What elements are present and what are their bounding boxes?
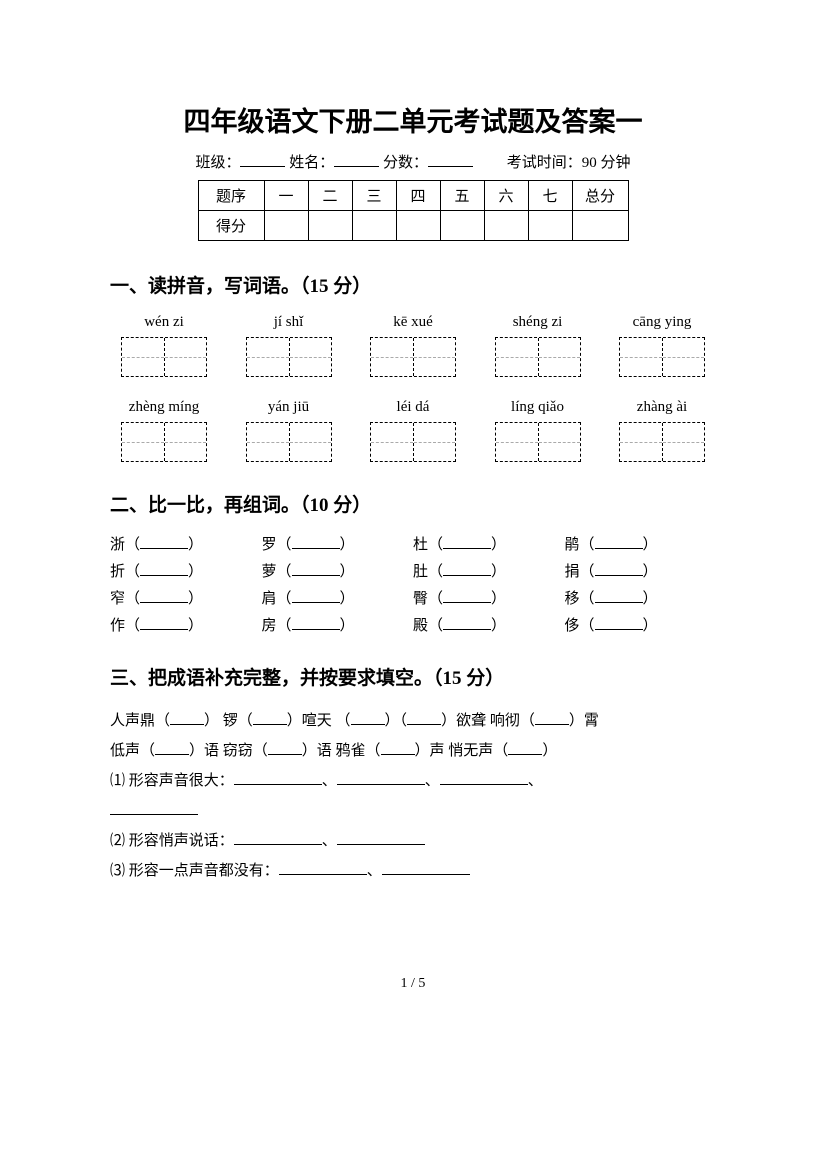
score-cell <box>352 211 396 241</box>
header-info: 班级： 姓名： 分数： 考试时间：90 分钟 <box>110 151 716 172</box>
score-cell <box>440 211 484 241</box>
pinyin-text: yán jiū <box>268 399 309 416</box>
cmp-item: 鹃（） <box>565 533 717 554</box>
q1-row-1: wén zi jí shǐ kē xué shéng zi cāng ying <box>110 314 716 377</box>
col-6: 六 <box>484 181 528 211</box>
cmp-item: 肩（） <box>262 587 414 608</box>
cmp-item: 肚（） <box>413 560 565 581</box>
pinyin-text: zhàng ài <box>637 399 687 416</box>
col-5: 五 <box>440 181 484 211</box>
cmp-item: 折（） <box>110 560 262 581</box>
q3-sub-1: ⑴ 形容声音很大：、、、 <box>110 766 716 826</box>
q1-heading: 一、读拼音，写词语。（15 分） <box>110 271 716 298</box>
cmp-item: 殿（） <box>413 614 565 635</box>
char-box <box>246 337 332 377</box>
pinyin-item: zhàng ài <box>608 399 716 462</box>
score-cell <box>308 211 352 241</box>
page: 四年级语文下册二单元考试题及答案一 班级： 姓名： 分数： 考试时间：90 分钟… <box>0 0 826 1052</box>
page-title: 四年级语文下册二单元考试题及答案一 <box>110 100 716 139</box>
row-label-2: 得分 <box>198 211 264 241</box>
col-2: 二 <box>308 181 352 211</box>
q1-row-2: zhèng míng yán jiū léi dá líng qiǎo zhàn… <box>110 399 716 462</box>
char-box <box>619 337 705 377</box>
table-row: 题序 一 二 三 四 五 六 七 总分 <box>198 181 628 211</box>
col-7: 七 <box>528 181 572 211</box>
pinyin-text: kē xué <box>393 314 433 331</box>
cmp-item: 捐（） <box>565 560 717 581</box>
pinyin-item: léi dá <box>359 399 467 462</box>
q3-line-2: 低声（）语 窃窃（）语 鸦雀（）声 悄无声（） <box>110 736 716 766</box>
score-cell <box>572 211 628 241</box>
time-label: 考试时间：90 分钟 <box>507 155 631 171</box>
pinyin-item: cāng ying <box>608 314 716 377</box>
char-box <box>246 422 332 462</box>
cmp-item: 侈（） <box>565 614 717 635</box>
cmp-item: 罗（） <box>262 533 414 554</box>
pinyin-text: cāng ying <box>633 314 692 331</box>
class-label: 班级： <box>195 155 285 171</box>
col-total: 总分 <box>572 181 628 211</box>
pinyin-text: wén zi <box>144 314 184 331</box>
col-4: 四 <box>396 181 440 211</box>
char-box <box>370 422 456 462</box>
page-number: 1 / 5 <box>110 976 716 992</box>
char-box <box>495 337 581 377</box>
q2-heading: 二、比一比，再组词。（10 分） <box>110 490 716 517</box>
char-box <box>370 337 456 377</box>
cmp-item: 房（） <box>262 614 414 635</box>
char-box <box>619 422 705 462</box>
score-table: 题序 一 二 三 四 五 六 七 总分 得分 <box>198 180 629 241</box>
q2-grid: 浙（） 罗（） 杜（） 鹃（） 折（） 萝（） 肚（） 捐（） 窄（） 肩（） … <box>110 533 716 635</box>
q3-body: 人声鼎（） 锣（）喧天 （）（）欲聋 响彻（）霄 低声（）语 窃窃（）语 鸦雀（… <box>110 706 716 886</box>
row-label-1: 题序 <box>198 181 264 211</box>
pinyin-text: zhèng míng <box>129 399 199 416</box>
pinyin-item: yán jiū <box>235 399 343 462</box>
pinyin-item: wén zi <box>110 314 218 377</box>
pinyin-text: líng qiǎo <box>511 399 564 416</box>
pinyin-item: zhèng míng <box>110 399 218 462</box>
q3-heading: 三、把成语补充完整，并按要求填空。（15 分） <box>110 663 716 690</box>
pinyin-item: kē xué <box>359 314 467 377</box>
q3-line-1: 人声鼎（） 锣（）喧天 （）（）欲聋 响彻（）霄 <box>110 706 716 736</box>
cmp-item: 萝（） <box>262 560 414 581</box>
cmp-item: 杜（） <box>413 533 565 554</box>
char-box <box>121 337 207 377</box>
pinyin-text: jí shǐ <box>274 314 304 331</box>
score-cell <box>484 211 528 241</box>
score-cell <box>396 211 440 241</box>
cmp-item: 臀（） <box>413 587 565 608</box>
score-cell <box>264 211 308 241</box>
cmp-item: 移（） <box>565 587 717 608</box>
q3-sub-3: ⑶ 形容一点声音都没有：、 <box>110 856 716 886</box>
col-1: 一 <box>264 181 308 211</box>
pinyin-item: líng qiǎo <box>484 399 592 462</box>
char-box <box>121 422 207 462</box>
char-box <box>495 422 581 462</box>
pinyin-item: shéng zi <box>484 314 592 377</box>
name-label: 姓名： <box>289 155 379 171</box>
cmp-item: 浙（） <box>110 533 262 554</box>
table-row: 得分 <box>198 211 628 241</box>
pinyin-item: jí shǐ <box>235 314 343 377</box>
score-cell <box>528 211 572 241</box>
q3-sub-2: ⑵ 形容悄声说话：、 <box>110 826 716 856</box>
cmp-item: 作（） <box>110 614 262 635</box>
pinyin-text: léi dá <box>397 399 430 416</box>
col-3: 三 <box>352 181 396 211</box>
pinyin-text: shéng zi <box>513 314 563 331</box>
score-label: 分数： <box>383 155 473 171</box>
cmp-item: 窄（） <box>110 587 262 608</box>
